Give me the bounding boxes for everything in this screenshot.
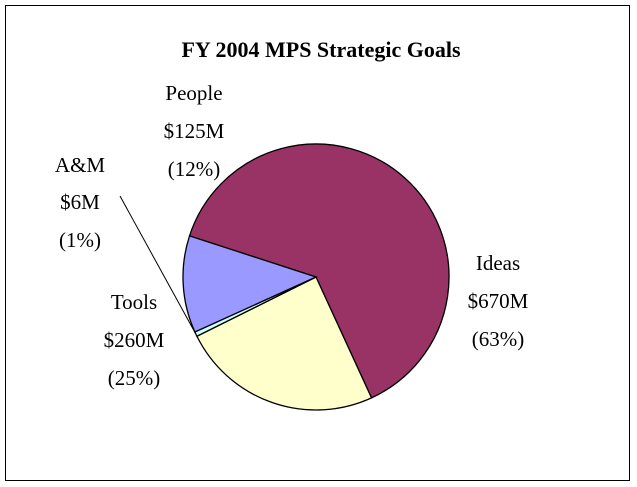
chart-title: FY 2004 MPS Strategic Goals bbox=[181, 37, 460, 62]
pie-slices bbox=[182, 143, 450, 411]
slice-label-tools-amount: $260M bbox=[104, 328, 165, 352]
slice-label-am-name: A&M bbox=[55, 153, 106, 177]
slice-label-tools-name: Tools bbox=[111, 290, 157, 314]
slice-label-tools-percent: (25%) bbox=[108, 366, 160, 390]
pie-slice-people bbox=[182, 235, 318, 333]
slice-label-am-amount: $6M bbox=[60, 190, 100, 214]
slice-label-people-percent: (12%) bbox=[168, 157, 220, 181]
slice-label-people-amount: $125M bbox=[164, 119, 225, 143]
leader-line-a-and-m bbox=[119, 195, 197, 335]
slice-label-ideas-name: Ideas bbox=[476, 251, 520, 275]
slice-label-ideas-amount: $670M bbox=[468, 289, 529, 313]
slice-label-am-percent: (1%) bbox=[59, 228, 101, 252]
slice-label-ideas-percent: (63%) bbox=[472, 327, 524, 351]
slice-label-people-name: People bbox=[165, 81, 222, 105]
pie-slice-tools bbox=[196, 276, 373, 411]
pie-slice-ideas bbox=[188, 143, 450, 399]
